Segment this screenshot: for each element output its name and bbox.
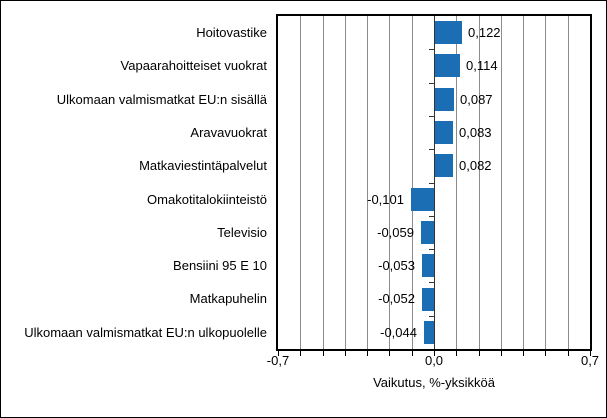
category-label: Televisio bbox=[217, 225, 267, 240]
x-axis-tick bbox=[456, 351, 457, 356]
gridline bbox=[412, 16, 413, 349]
category-label: Bensiini 95 E 10 bbox=[173, 258, 267, 273]
bar-value-label: -0,101 bbox=[367, 192, 404, 207]
category-axis-tick bbox=[429, 282, 434, 283]
category-label: Matkaviestintäpalvelut bbox=[139, 158, 267, 173]
category-axis-tick bbox=[429, 49, 434, 50]
category-axis-tick bbox=[429, 316, 434, 317]
x-axis-tick bbox=[434, 351, 435, 356]
bar bbox=[435, 121, 453, 144]
category-axis-tick bbox=[429, 83, 434, 84]
category-label: Hoitovastike bbox=[196, 25, 267, 40]
gridline bbox=[456, 16, 457, 349]
x-tick-label: -0,7 bbox=[266, 353, 290, 368]
category-label: Vapaarahoitteiset vuokrat bbox=[120, 58, 267, 73]
category-label: Matkapuhelin bbox=[189, 291, 267, 306]
bar bbox=[424, 321, 434, 344]
category-axis-tick bbox=[429, 216, 434, 217]
x-tick-label: 0,7 bbox=[580, 353, 600, 368]
x-axis-tick bbox=[323, 351, 324, 356]
x-axis-tick bbox=[545, 351, 546, 356]
x-axis-tick bbox=[501, 351, 502, 356]
x-axis-tick bbox=[412, 351, 413, 356]
x-axis-tick bbox=[479, 351, 480, 356]
bar-value-label: -0,052 bbox=[378, 291, 415, 306]
x-axis-tick bbox=[523, 351, 524, 356]
bar bbox=[435, 88, 454, 111]
bar-value-label: -0,059 bbox=[377, 225, 414, 240]
bar bbox=[435, 54, 460, 77]
x-axis-tick bbox=[389, 351, 390, 356]
zero-axis-line bbox=[434, 16, 435, 349]
x-axis-title: Vaikutus, %-yksikköä bbox=[373, 375, 495, 390]
gridline bbox=[345, 16, 346, 349]
gridline bbox=[568, 16, 569, 349]
bar-value-label: 0,083 bbox=[459, 125, 492, 140]
gridline bbox=[545, 16, 546, 349]
bar bbox=[422, 254, 434, 277]
bar-value-label: 0,122 bbox=[468, 25, 501, 40]
x-axis-tick bbox=[345, 351, 346, 356]
bar-value-label: 0,087 bbox=[460, 92, 493, 107]
x-tick-label: 0,0 bbox=[424, 353, 444, 368]
bar bbox=[435, 21, 462, 44]
bar-value-label: -0,044 bbox=[380, 325, 417, 340]
category-label: Aravavuokrat bbox=[190, 125, 267, 140]
bar bbox=[422, 288, 434, 311]
bar bbox=[421, 221, 434, 244]
bar-value-label: -0,053 bbox=[378, 258, 415, 273]
x-axis-tick bbox=[568, 351, 569, 356]
bar bbox=[435, 154, 453, 177]
category-label: Ulkomaan valmismatkat EU:n sisällä bbox=[56, 92, 267, 107]
x-axis-tick bbox=[278, 351, 279, 356]
category-axis-tick bbox=[429, 116, 434, 117]
category-label: Ulkomaan valmismatkat EU:n ulkopuolelle bbox=[24, 325, 267, 340]
bar-value-label: 0,114 bbox=[466, 58, 498, 73]
category-axis-tick bbox=[429, 149, 434, 150]
gridline bbox=[501, 16, 502, 349]
gridline bbox=[389, 16, 390, 349]
gridline bbox=[323, 16, 324, 349]
category-axis-tick bbox=[429, 249, 434, 250]
x-axis-tick bbox=[590, 351, 591, 356]
gridline bbox=[523, 16, 524, 349]
gridline bbox=[367, 16, 368, 349]
bar bbox=[411, 188, 434, 211]
x-axis-tick bbox=[300, 351, 301, 356]
x-axis-tick bbox=[367, 351, 368, 356]
bar-value-label: 0,082 bbox=[459, 158, 492, 173]
category-label: Omakotitalokiinteistö bbox=[147, 192, 267, 207]
gridline bbox=[479, 16, 480, 349]
gridline bbox=[300, 16, 301, 349]
category-axis-tick bbox=[429, 183, 434, 184]
